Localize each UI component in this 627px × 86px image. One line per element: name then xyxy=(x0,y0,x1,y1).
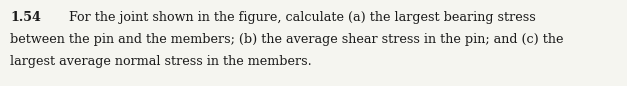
Text: between the pin and the members; (b) the average shear stress in the pin; and (c: between the pin and the members; (b) the… xyxy=(10,33,564,46)
Text: 1.54: 1.54 xyxy=(10,11,41,24)
Text: For the joint shown in the figure, calculate (a) the largest bearing stress: For the joint shown in the figure, calcu… xyxy=(69,11,535,24)
Text: largest average normal stress in the members.: largest average normal stress in the mem… xyxy=(10,55,312,68)
